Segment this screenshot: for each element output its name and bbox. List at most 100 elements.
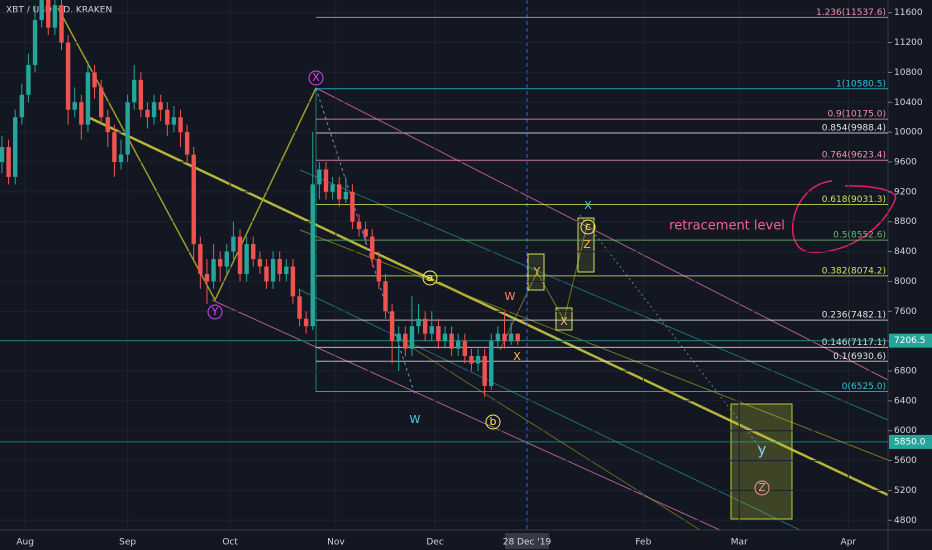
wave-label: X — [560, 315, 568, 328]
candle-body — [270, 259, 276, 282]
drawings — [57, 0, 897, 531]
candle-body — [383, 281, 388, 312]
candle-body — [85, 72, 91, 125]
x-tick-label: Sep — [119, 538, 136, 548]
candle-body — [165, 109, 170, 125]
candle-body — [217, 259, 223, 267]
candle-body — [356, 221, 362, 230]
wave-label: Y — [533, 265, 541, 278]
y-tick-label: 9200 — [894, 187, 917, 197]
candle-body — [264, 266, 269, 282]
candle-body — [32, 20, 38, 65]
price-label: 5850.0 — [894, 437, 926, 447]
candle-body — [211, 259, 216, 282]
candle-body — [297, 296, 302, 319]
x-tick-label: Dec — [426, 538, 443, 548]
y-tick-label: 6000 — [894, 426, 917, 436]
y-tick-label: 8400 — [894, 247, 917, 257]
candle-body — [72, 102, 77, 110]
candle-body — [13, 117, 18, 177]
fib-label: 0.146(7117.1) — [822, 338, 886, 348]
fib-label: 0.764(9623.4) — [822, 151, 886, 161]
candle-body — [46, 0, 51, 28]
y-tick-label: 11200 — [894, 38, 923, 48]
price-label: 7206.5 — [894, 336, 926, 346]
candle-body — [125, 102, 130, 155]
candle-body — [132, 79, 137, 103]
fib-label: 0.9(10175.0) — [827, 110, 886, 120]
candle-body — [323, 169, 329, 192]
price-label-box — [889, 434, 932, 449]
candle-body — [59, 5, 64, 43]
wave-label: Z — [758, 481, 766, 494]
fib-label: 0.382(8074.2) — [822, 266, 886, 276]
fib-label: 0.854(9988.4) — [822, 123, 886, 133]
wave-label: y — [758, 441, 767, 459]
candle-body — [469, 356, 474, 364]
chart-title: XBT / USD, 1D, KRAKEN — [6, 6, 112, 16]
wave-circle — [422, 270, 438, 286]
wave-label: X — [312, 71, 320, 84]
fib-label: 0.1(6930.6) — [833, 352, 886, 362]
candle-body — [396, 333, 401, 342]
candle-body — [429, 326, 434, 334]
candle-body — [456, 341, 461, 349]
wave-circle — [207, 304, 223, 320]
wave-label: W — [505, 290, 516, 303]
x-tick-label: Feb — [635, 538, 651, 548]
y-tick-label: 8000 — [894, 277, 917, 287]
y-tick-label: 7600 — [894, 307, 917, 317]
candle-body — [257, 259, 263, 267]
candle-body — [158, 102, 163, 110]
candle-body — [178, 117, 183, 133]
candle-body — [495, 333, 501, 342]
y-tick-label: 5200 — [894, 486, 917, 496]
x-tick-label: Apr — [841, 538, 857, 548]
candle-body — [336, 184, 342, 200]
candle-body — [449, 333, 454, 349]
wave-circle — [308, 70, 324, 86]
y-tick-label: 8800 — [894, 217, 917, 227]
candle-body — [303, 318, 309, 327]
candle-body — [363, 229, 368, 237]
candle-body — [6, 147, 11, 177]
x-tick-label: Mar — [731, 538, 748, 548]
wave-label: X — [584, 199, 592, 212]
x-tick-label: Nov — [327, 538, 345, 548]
candle-body — [237, 236, 243, 274]
candle-body — [389, 311, 395, 342]
candle-body — [231, 236, 236, 252]
fib-label: 0(6525.0) — [842, 382, 886, 392]
candle-body — [118, 154, 124, 162]
candle-body — [343, 191, 349, 200]
y-tick-label: 10400 — [894, 98, 923, 108]
cursor-label-box — [504, 533, 549, 549]
wave-circle — [580, 219, 596, 235]
wave-circle — [485, 414, 501, 430]
candle-body — [171, 117, 177, 125]
candle-body — [277, 259, 282, 274]
candle-body — [251, 244, 256, 260]
candle-body — [224, 251, 229, 267]
y-tick-label: 10000 — [894, 128, 923, 138]
fib-label: 0.236(7482.1) — [822, 311, 886, 321]
candle-body — [284, 266, 289, 274]
candle-body — [0, 147, 5, 162]
candle-body — [65, 42, 71, 110]
candle-body — [151, 102, 157, 118]
fib-label: 1.236(11537.6) — [816, 8, 886, 18]
x-tick-label: Aug — [16, 538, 34, 548]
candle-body — [244, 244, 249, 274]
candle-body — [422, 318, 428, 334]
candle-body — [416, 318, 421, 327]
candle-body — [79, 102, 84, 125]
candle-body — [26, 64, 31, 95]
candle-body — [191, 154, 196, 245]
y-tick-label: 10800 — [894, 68, 923, 78]
wave-label: b — [490, 415, 497, 428]
candle-body — [105, 117, 110, 133]
y-tick-label: 4800 — [894, 516, 917, 526]
y-tick-label: 6800 — [894, 367, 917, 377]
wave-label: retracement level — [669, 219, 785, 234]
